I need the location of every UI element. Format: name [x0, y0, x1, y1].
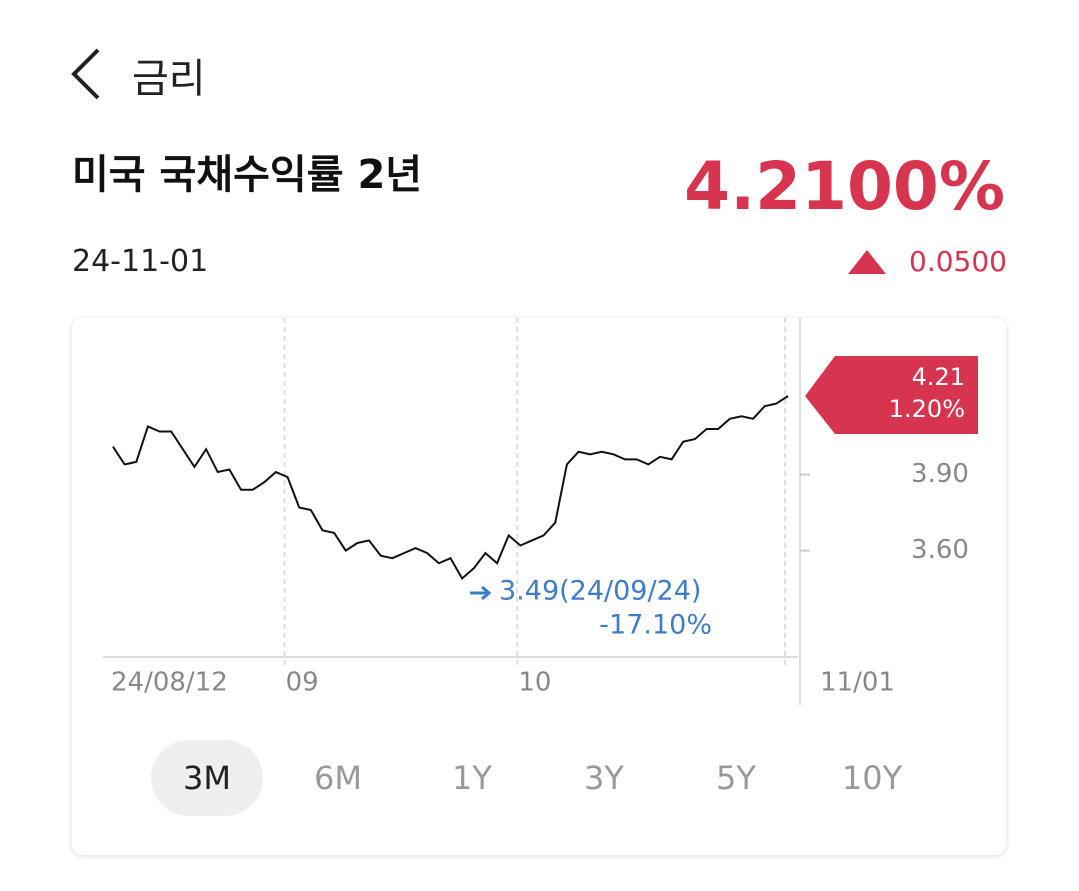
- up-icon: [848, 250, 886, 274]
- change: 0.0500: [909, 245, 1007, 278]
- range-button[interactable]: 3Y: [584, 759, 624, 797]
- price: 4.2100%: [684, 148, 1005, 225]
- last-change-label: 1.20%: [889, 395, 965, 423]
- min-arrow: [470, 585, 492, 601]
- range-button[interactable]: 1Y: [452, 759, 492, 797]
- min-change-label: -17.10%: [599, 610, 712, 641]
- instrument-title: 미국 국채수익률 2년: [72, 152, 423, 198]
- range-button[interactable]: 10Y: [841, 759, 903, 797]
- x-tick-label: 10: [518, 668, 551, 698]
- range-button[interactable]: 3M: [151, 740, 263, 816]
- y-tick-label: 3.90: [911, 459, 969, 489]
- back-button[interactable]: [66, 46, 106, 102]
- x-tick-label: 24/08/12: [111, 668, 228, 698]
- date: 24-11-01: [72, 244, 209, 279]
- x-tick-label: 11/01: [820, 668, 895, 698]
- price-line: [112, 395, 789, 581]
- range-button[interactable]: 5Y: [716, 759, 756, 797]
- page-title: 금리: [132, 56, 206, 102]
- min-value-label: 3.49(24/09/24): [499, 576, 701, 607]
- range-button[interactable]: 6M: [314, 759, 362, 797]
- last-value-label: 4.21: [912, 363, 965, 391]
- x-tick-label: 09: [286, 668, 319, 698]
- last-value-flag: [805, 356, 978, 434]
- y-tick-label: 3.60: [911, 535, 969, 565]
